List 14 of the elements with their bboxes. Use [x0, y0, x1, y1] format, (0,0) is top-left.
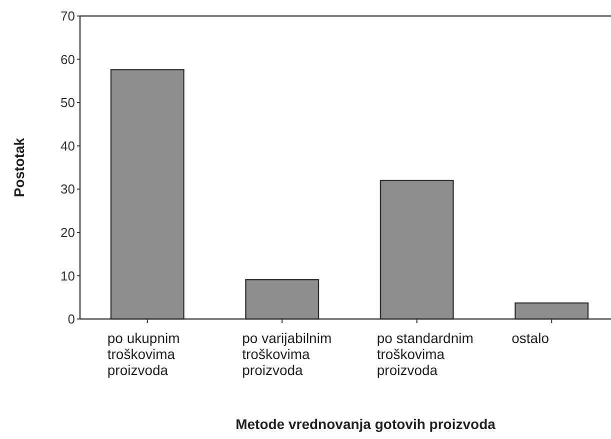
x-axis-title: Metode vrednovanja gotovih proizvoda	[236, 416, 496, 432]
y-tick-label: 0	[68, 312, 75, 327]
x-tick-label: po varijabilnim troškovima proizvoda	[242, 330, 332, 378]
y-axis-title: Postotak	[11, 138, 27, 198]
x-tick-label: po ukupnim troškovima proizvoda	[107, 330, 180, 378]
y-tick-label: 10	[60, 268, 75, 284]
y-tick-label: 20	[60, 224, 75, 240]
y-tick-label: 50	[60, 95, 75, 110]
y-tick-label: 60	[60, 52, 75, 67]
x-tick-label: ostalo	[512, 330, 550, 346]
y-tick-label: 30	[60, 182, 75, 197]
y-tick-label: 70	[60, 8, 75, 24]
y-tick-label: 40	[60, 138, 75, 154]
x-tick-label: po standardnim troškovima proizvoda	[376, 330, 474, 378]
